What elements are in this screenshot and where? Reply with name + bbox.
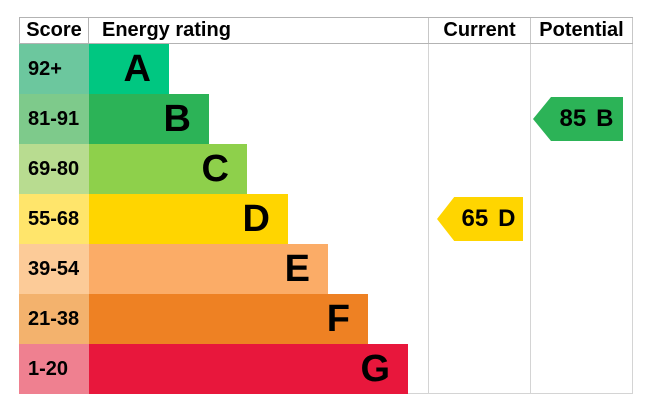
score-range-a: 92+ xyxy=(19,44,89,94)
column-header-score: Score xyxy=(19,18,89,43)
current-rating-arrow: 65 D xyxy=(437,197,523,241)
potential-rating-band: B xyxy=(596,105,614,132)
band-row-b: 81-91 B xyxy=(19,94,633,144)
score-range-d: 55-68 xyxy=(19,194,89,244)
column-header-potential: Potential xyxy=(530,18,633,43)
band-row-g: 1-20 G xyxy=(19,344,633,394)
score-range-g: 1-20 xyxy=(19,344,89,394)
band-row-a: 92+ A xyxy=(19,44,633,94)
score-range-b: 81-91 xyxy=(19,94,89,144)
rating-letter-b: B xyxy=(163,98,191,140)
potential-rating-arrow: 85 B xyxy=(533,97,623,141)
column-header-energy-rating: Energy rating xyxy=(102,19,231,41)
rating-bar-a: A xyxy=(89,44,169,94)
band-row-c: 69-80 C xyxy=(19,144,633,194)
current-rating-band: D xyxy=(498,205,516,232)
rating-bar-e: E xyxy=(89,244,328,294)
rating-letter-c: C xyxy=(201,148,229,190)
current-rating-value: 65 xyxy=(461,205,489,232)
rating-letter-d: D xyxy=(242,198,270,240)
band-row-f: 21-38 F xyxy=(19,294,633,344)
rating-letter-e: E xyxy=(284,248,310,290)
table-header-row: Score Energy rating Current Potential xyxy=(19,17,633,44)
rating-bands: 92+ A 81-91 B 69-80 C 55-68 D 39-54 E 21… xyxy=(19,44,633,394)
score-range-c: 69-80 xyxy=(19,144,89,194)
score-range-e: 39-54 xyxy=(19,244,89,294)
rating-letter-g: G xyxy=(360,348,390,390)
epc-table: Score Energy rating Current Potential 92… xyxy=(19,17,633,394)
rating-bar-f: F xyxy=(89,294,368,344)
table-right-border xyxy=(632,44,633,394)
rating-letter-a: A xyxy=(123,48,151,90)
band-row-e: 39-54 E xyxy=(19,244,633,294)
rating-bar-c: C xyxy=(89,144,247,194)
rating-bar-g: G xyxy=(89,344,408,394)
rating-bar-d: D xyxy=(89,194,288,244)
rating-bar-b: B xyxy=(89,94,209,144)
score-range-f: 21-38 xyxy=(19,294,89,344)
rating-letter-f: F xyxy=(326,298,350,340)
column-divider-potential xyxy=(530,44,531,394)
column-header-current: Current xyxy=(428,18,530,43)
band-row-d: 55-68 D xyxy=(19,194,633,244)
column-divider-current xyxy=(428,44,429,394)
potential-rating-value: 85 xyxy=(559,105,587,132)
